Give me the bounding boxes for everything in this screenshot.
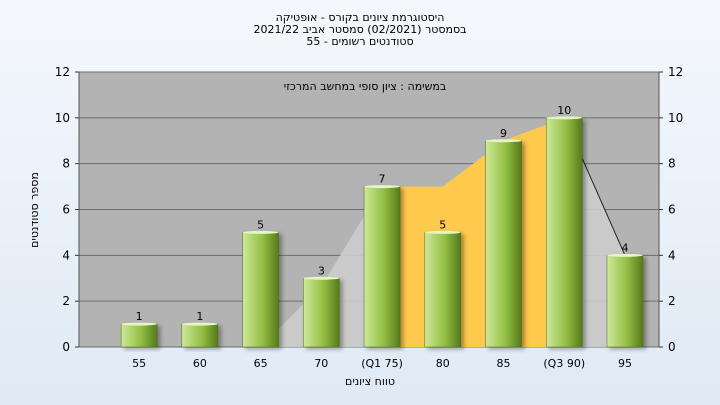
y-tick-right: 0 (668, 340, 676, 354)
x-tick-label-4: (Q1 75) (361, 357, 403, 370)
chart-title-line-1: היסטוגרמת ציונים בקורס - אופטיקה (275, 11, 445, 24)
x-tick-label-2: 65 (254, 357, 268, 370)
bar-4 (363, 186, 401, 348)
x-tick-label-1: 60 (193, 357, 207, 370)
lower-tail-band (260, 186, 383, 347)
chart-title-block: היסטוגרמת ציונים בקורס - אופטיקה בסמסטר … (0, 12, 720, 48)
bar-1 (181, 323, 219, 348)
y-tick-right: 2 (668, 294, 676, 308)
x-tick-label-5: 80 (436, 357, 450, 370)
x-axis-label: טווח ציונים (345, 375, 395, 388)
bar-cap-0 (121, 322, 158, 326)
bar-cap-2 (242, 230, 279, 234)
y-tick-left: 2 (62, 294, 70, 308)
bar-cap-4 (364, 185, 401, 189)
bar-6 (485, 140, 522, 348)
y-tick-right: 12 (668, 65, 683, 79)
y-tick-right: 8 (668, 157, 676, 171)
bar-cap-1 (181, 322, 218, 326)
y-tick-right: 4 (668, 248, 676, 262)
bar-cap-8 (606, 253, 643, 257)
bar-cap-7 (546, 116, 583, 120)
chart-title-line-2: בסמסטר (02/2021) סמסטר אביב 2021/22 (253, 23, 467, 36)
chart-annotation: במשימה : ציון סופי במחשב המרכזי (284, 80, 447, 93)
bar-cap-5 (424, 230, 461, 234)
x-tick-label-8: 95 (618, 357, 632, 370)
bar-3 (303, 278, 340, 348)
x-tick-label-7: (Q3 90) (543, 357, 585, 370)
bar-2 (242, 232, 279, 348)
x-tick-label-6: 85 (497, 357, 511, 370)
value-label-4: 7 (379, 173, 386, 186)
value-label-0: 1 (136, 310, 143, 323)
y-tick-left: 12 (55, 65, 70, 79)
y-tick-left: 8 (62, 157, 70, 171)
value-label-6: 9 (500, 127, 507, 140)
value-label-8: 4 (621, 241, 628, 254)
chart-title-line-3: סטודנטים רשומים - 55 (306, 35, 414, 48)
bars (120, 116, 644, 348)
value-labels: 1 1 5 3 7 5 9 10 4 (136, 104, 629, 323)
y-tick-right: 10 (668, 111, 683, 125)
y-axis-label: מספר סטודנטים (28, 172, 41, 248)
bar-cap-3 (303, 276, 340, 280)
bar-5 (424, 232, 462, 348)
value-label-2: 5 (257, 218, 264, 231)
y-tick-left: 6 (62, 203, 70, 217)
bar-cap-6 (485, 139, 522, 143)
y-tick-left: 10 (55, 111, 70, 125)
bar-0 (120, 323, 158, 348)
y-tick-right: 6 (668, 203, 676, 217)
y-tick-left: 0 (62, 340, 70, 354)
value-label-3: 3 (318, 264, 325, 277)
bar-7 (546, 117, 583, 348)
value-label-1: 1 (196, 310, 203, 323)
value-label-7: 10 (557, 104, 571, 117)
x-tick-label-0: 55 (132, 357, 146, 370)
bar-8 (606, 255, 644, 348)
y-tick-left: 4 (62, 248, 70, 262)
value-label-5: 5 (439, 218, 446, 231)
x-tick-label-3: 70 (314, 357, 328, 370)
